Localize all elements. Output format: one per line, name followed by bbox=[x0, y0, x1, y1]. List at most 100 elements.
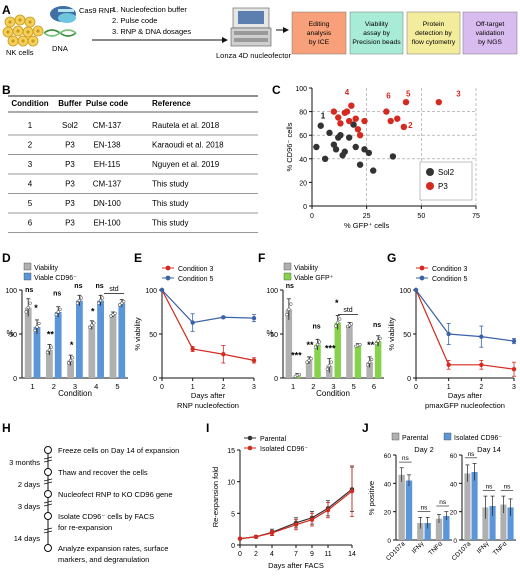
significance-label: ns bbox=[25, 287, 33, 294]
readout-box-1 bbox=[349, 11, 404, 55]
replicate-dot bbox=[35, 325, 39, 329]
table-cell-pulse-code: EH-115 bbox=[94, 160, 121, 169]
y-tick-label: 60 bbox=[450, 453, 458, 460]
y-tick-label: 20 bbox=[450, 510, 458, 517]
readout-box-3-line-2: by NGS bbox=[478, 39, 502, 46]
readout-box-1-line-1: assay by bbox=[363, 30, 390, 37]
timeline-interval-1: 3 months bbox=[9, 458, 40, 467]
replicate-dot bbox=[305, 360, 309, 364]
series-line-1 bbox=[239, 490, 353, 540]
series-point bbox=[511, 338, 517, 344]
y-tick-label: 0 bbox=[274, 376, 278, 383]
y-tick-label: 50 bbox=[403, 332, 411, 339]
readout-box-3-line-0: Off-target bbox=[476, 21, 505, 28]
table-cell-condition: 1 bbox=[28, 121, 33, 130]
x-axis-label-1: Days after bbox=[191, 391, 226, 400]
replicate-dot bbox=[90, 323, 94, 327]
ns-label: ns bbox=[439, 499, 447, 506]
readout-box-1-line-0: Viability bbox=[365, 21, 389, 28]
bar-parental bbox=[435, 518, 443, 540]
scatter-point-p3 bbox=[348, 102, 355, 109]
significance-label: ns bbox=[74, 283, 82, 290]
scatter-point-sol2 bbox=[345, 134, 353, 141]
timeline-break bbox=[43, 503, 53, 507]
significance-label: ** bbox=[367, 340, 375, 350]
readout-box-1-line-2: Precision beads bbox=[352, 39, 401, 46]
point-label: 5 bbox=[406, 89, 411, 98]
conditions-table: Condition Buffer Pulse code Reference 1 Sol2 C… bbox=[8, 95, 258, 233]
series-point bbox=[479, 362, 484, 367]
series-point bbox=[253, 534, 259, 539]
scatter-point-p3 bbox=[402, 98, 410, 106]
legend-label: Condition 5 bbox=[178, 276, 214, 283]
table-cell-buffer: P3 bbox=[65, 180, 75, 189]
replicate-dot bbox=[54, 312, 58, 317]
bar-viablegfp bbox=[314, 344, 321, 378]
nk-cell-nucleus-8 bbox=[21, 39, 25, 43]
rnp-icon bbox=[50, 6, 76, 23]
bar-isolated bbox=[489, 506, 496, 540]
x-tick-label: 1 bbox=[447, 384, 451, 391]
scatter-point-p3 bbox=[354, 126, 362, 133]
nk-cell-nucleus-6 bbox=[36, 29, 40, 33]
arrow-head bbox=[222, 37, 228, 43]
timeline-step-5: Analyze expansion rates, surface bbox=[58, 544, 168, 553]
nk-cells-label: NK cells bbox=[6, 48, 34, 57]
series-line-0 bbox=[415, 289, 515, 370]
y-tick-label: 0 bbox=[153, 376, 157, 383]
bar-viability bbox=[285, 309, 293, 378]
x-tick-label: 9 bbox=[310, 551, 314, 558]
scatter-point-sol2 bbox=[370, 167, 377, 174]
nk-cell-nucleus-2 bbox=[28, 20, 32, 24]
table-cell-pulse-code: CM-137 bbox=[93, 121, 122, 130]
x-tick-label: 5 bbox=[352, 382, 356, 391]
legend-label: P3 bbox=[438, 182, 448, 191]
replicate-dot bbox=[378, 336, 382, 341]
legend-label: Viable GFP⁺ bbox=[294, 275, 334, 282]
series-point bbox=[293, 522, 299, 527]
replicate-dot bbox=[325, 367, 329, 371]
scatter-point-sol2 bbox=[365, 149, 373, 157]
y-axis-label: % viability bbox=[133, 317, 142, 351]
table-header-0: Condition bbox=[11, 99, 48, 108]
rnp-label: Cas9 RNP bbox=[79, 6, 114, 15]
replicate-dot bbox=[56, 310, 60, 314]
bar-isolated bbox=[471, 472, 478, 540]
y-tick-label: 60 bbox=[384, 453, 392, 460]
table-cell-buffer: P3 bbox=[65, 199, 75, 208]
replicate-dot bbox=[70, 356, 75, 360]
series-point bbox=[221, 315, 226, 320]
nk-cell-nucleus-1 bbox=[18, 18, 22, 22]
step-2: 2. Pulse code bbox=[112, 16, 157, 25]
std-label: std bbox=[109, 286, 118, 293]
x-axis-label-2: RNP nucleofection bbox=[177, 401, 239, 410]
y-tick-label: 100 bbox=[399, 288, 411, 295]
table-cell-reference: Rautela et al. 2018 bbox=[152, 121, 220, 130]
legend-label: Parental bbox=[260, 436, 287, 443]
y-tick-label: 0 bbox=[453, 538, 457, 545]
series-point bbox=[309, 517, 315, 522]
panel-e: E 0 50 100 0 1 2 3 Condition 3 Condition 5 Days a… bbox=[133, 251, 257, 410]
table-header-2: Pulse code bbox=[86, 99, 129, 108]
ns-label: ns bbox=[504, 483, 512, 490]
x-tick-label: 2 bbox=[479, 384, 483, 391]
readout-box-0-line-2: by ICE bbox=[309, 39, 330, 46]
x-tick-label: 1 bbox=[31, 382, 35, 391]
x-tick-label: 1 bbox=[191, 384, 195, 391]
point-label: 1 bbox=[321, 112, 326, 121]
significance-label: ns bbox=[373, 322, 381, 329]
scatter-point-sol2 bbox=[350, 121, 357, 128]
readout-box-3-line-1: validation bbox=[476, 30, 505, 37]
y-tick-label: 0 bbox=[387, 538, 391, 545]
arrow-head-2 bbox=[283, 27, 289, 33]
replicate-dot bbox=[92, 321, 96, 325]
replicate-dot bbox=[26, 305, 30, 310]
y-axis-label: % positive bbox=[367, 481, 376, 515]
scatter-point-sol2 bbox=[361, 146, 368, 153]
legend-label: Viability bbox=[294, 265, 318, 272]
significance-label: *** bbox=[291, 351, 302, 361]
nucleofector-device-icon bbox=[230, 7, 272, 47]
